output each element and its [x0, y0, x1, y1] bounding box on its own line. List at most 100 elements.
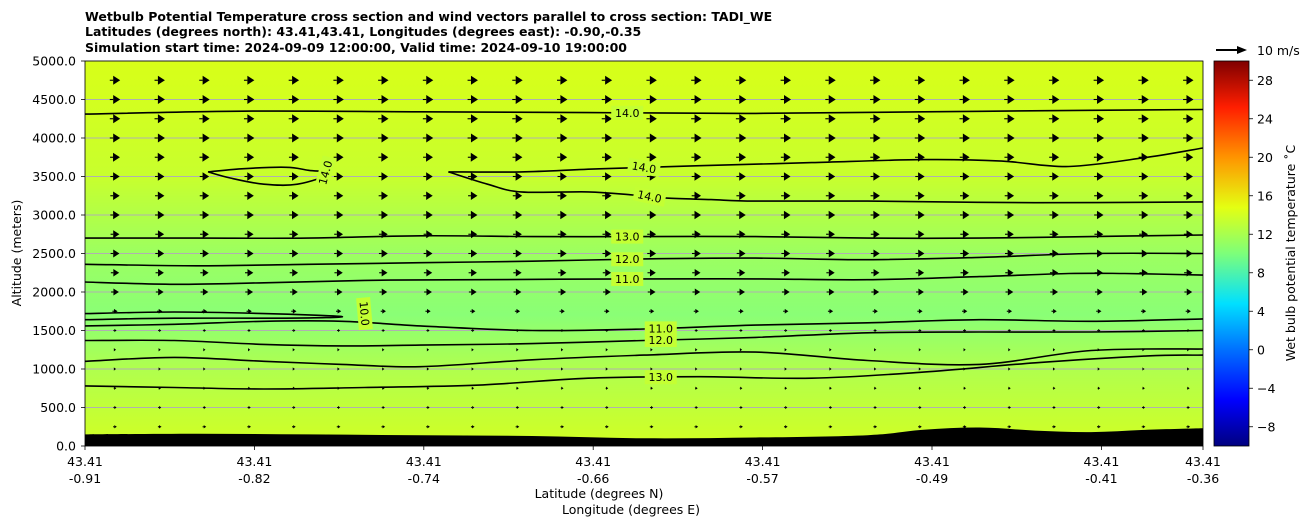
wind-arrow	[109, 95, 121, 104]
wind-arrow	[1093, 114, 1105, 124]
wind-arrow-head	[426, 210, 433, 220]
wind-arrow-head	[426, 269, 433, 277]
wind-arrow	[289, 210, 299, 220]
wind-arrow-head	[158, 288, 164, 296]
wind-arrow-head	[381, 95, 389, 104]
wind-arrow-head	[113, 249, 120, 258]
wind-arrow-head	[873, 75, 881, 85]
wind-arrow	[829, 386, 832, 390]
wind-arrow	[1049, 191, 1059, 200]
wind-arrow-head	[337, 288, 343, 296]
wind-arrow	[692, 269, 701, 277]
wind-arrow-head	[113, 75, 121, 85]
wind-arrow	[1183, 75, 1194, 85]
wind-arrow	[918, 348, 921, 352]
wind-arrow-head	[1007, 269, 1014, 277]
wind-arrow	[113, 328, 117, 333]
wind-arrow-head	[471, 288, 477, 296]
wind-arrow-head	[471, 367, 474, 371]
wind-arrow	[110, 172, 120, 181]
x-axis-ticks: 43.41 -0.91 43.41 -0.82 43.41 -0.74 43.41 -0.66…	[67, 446, 1221, 486]
wind-arrow-head	[292, 133, 300, 143]
wind-arrow-head	[1097, 386, 1101, 390]
wind-arrow	[963, 348, 966, 352]
wind-arrow	[155, 249, 165, 258]
wind-arrow	[289, 230, 299, 239]
contour-lines	[85, 108, 1203, 390]
wind-arrow	[781, 172, 791, 181]
wind-arrow-head	[605, 75, 613, 85]
wind-arrow-head	[337, 367, 340, 371]
colorbar-tick-label-20: 20	[1257, 150, 1273, 165]
wind-arrow-head	[874, 308, 878, 314]
wind-arrow-head	[650, 367, 653, 371]
wind-arrow-head	[247, 95, 255, 104]
colorbar-tick-label-24: 24	[1257, 111, 1273, 126]
x-tick-lon-4: -0.57	[746, 471, 778, 486]
wind-arrow	[1008, 386, 1011, 390]
wind-arrow	[245, 288, 254, 296]
wind-arrow-head	[292, 230, 299, 239]
wind-arrow-head	[739, 249, 746, 258]
y-tick-label-1500: 1500.0	[32, 323, 76, 338]
wind-arrow-head	[113, 230, 120, 239]
wind-arrow-head	[694, 75, 702, 85]
wind-arrow-head	[605, 308, 610, 314]
wind-arrow	[1138, 75, 1149, 85]
wind-arrow	[423, 269, 433, 277]
wind-arrow	[512, 210, 523, 220]
contour-label-14-0: 14.0	[316, 159, 335, 186]
wind-arrow	[1008, 367, 1011, 371]
wind-arrow-head	[1007, 133, 1015, 143]
wind-arrow	[1048, 75, 1060, 85]
wind-arrow	[289, 269, 299, 277]
wind-arrow-head	[1141, 75, 1149, 85]
wind-arrow-head	[1186, 191, 1193, 200]
contour-label-bg	[611, 229, 644, 244]
wind-arrow-head	[1098, 405, 1101, 410]
wind-arrow	[378, 133, 389, 143]
wind-arrow-head	[426, 288, 432, 296]
wind-arrow	[289, 249, 299, 258]
wind-arrow-head	[739, 191, 746, 200]
wind-arrow	[110, 249, 120, 258]
wind-arrow	[781, 269, 790, 277]
wind-arrow-head	[113, 114, 121, 124]
wind-arrow-head	[649, 269, 656, 277]
wind-arrow	[605, 367, 608, 371]
wind-arrow	[244, 230, 254, 239]
wind-arrow	[288, 114, 300, 124]
wind-arrow-head	[1097, 114, 1105, 124]
wind-arrow	[1052, 405, 1056, 410]
wind-arrow	[422, 75, 434, 85]
wind-arrow-head	[649, 133, 657, 143]
wind-arrow	[422, 133, 434, 143]
wind-arrow	[1184, 288, 1193, 296]
wind-arrow-head	[739, 133, 747, 143]
wind-arrow	[289, 191, 299, 200]
wind-arrow	[784, 405, 788, 410]
wind-arrow	[512, 95, 523, 104]
wind-arrow	[558, 269, 567, 277]
wind-arrow	[111, 288, 119, 296]
wind-arrow	[423, 172, 433, 181]
wind-arrow	[959, 95, 970, 104]
wind-arrow	[288, 152, 299, 162]
wind-arrow	[829, 367, 832, 371]
wind-arrow	[515, 425, 520, 429]
wind-arrow-head	[650, 348, 653, 352]
wind-arrow	[333, 191, 344, 200]
wind-arrow	[157, 425, 162, 429]
wind-arrow-head	[962, 210, 970, 220]
wind-arrow-head	[381, 152, 389, 162]
wind-arrow-head	[1007, 114, 1015, 124]
contour-label-14-0: 14.0	[636, 188, 663, 206]
wind-arrow	[154, 114, 165, 124]
wind-arrow-head	[1142, 288, 1148, 296]
wind-arrow-head	[381, 249, 388, 258]
wind-arrow	[695, 386, 698, 390]
wind-arrow-head	[919, 425, 922, 429]
wind-arrow-head	[963, 348, 966, 352]
wind-arrow	[560, 425, 565, 429]
x-tick-lat-7: 43.41	[1185, 454, 1221, 469]
